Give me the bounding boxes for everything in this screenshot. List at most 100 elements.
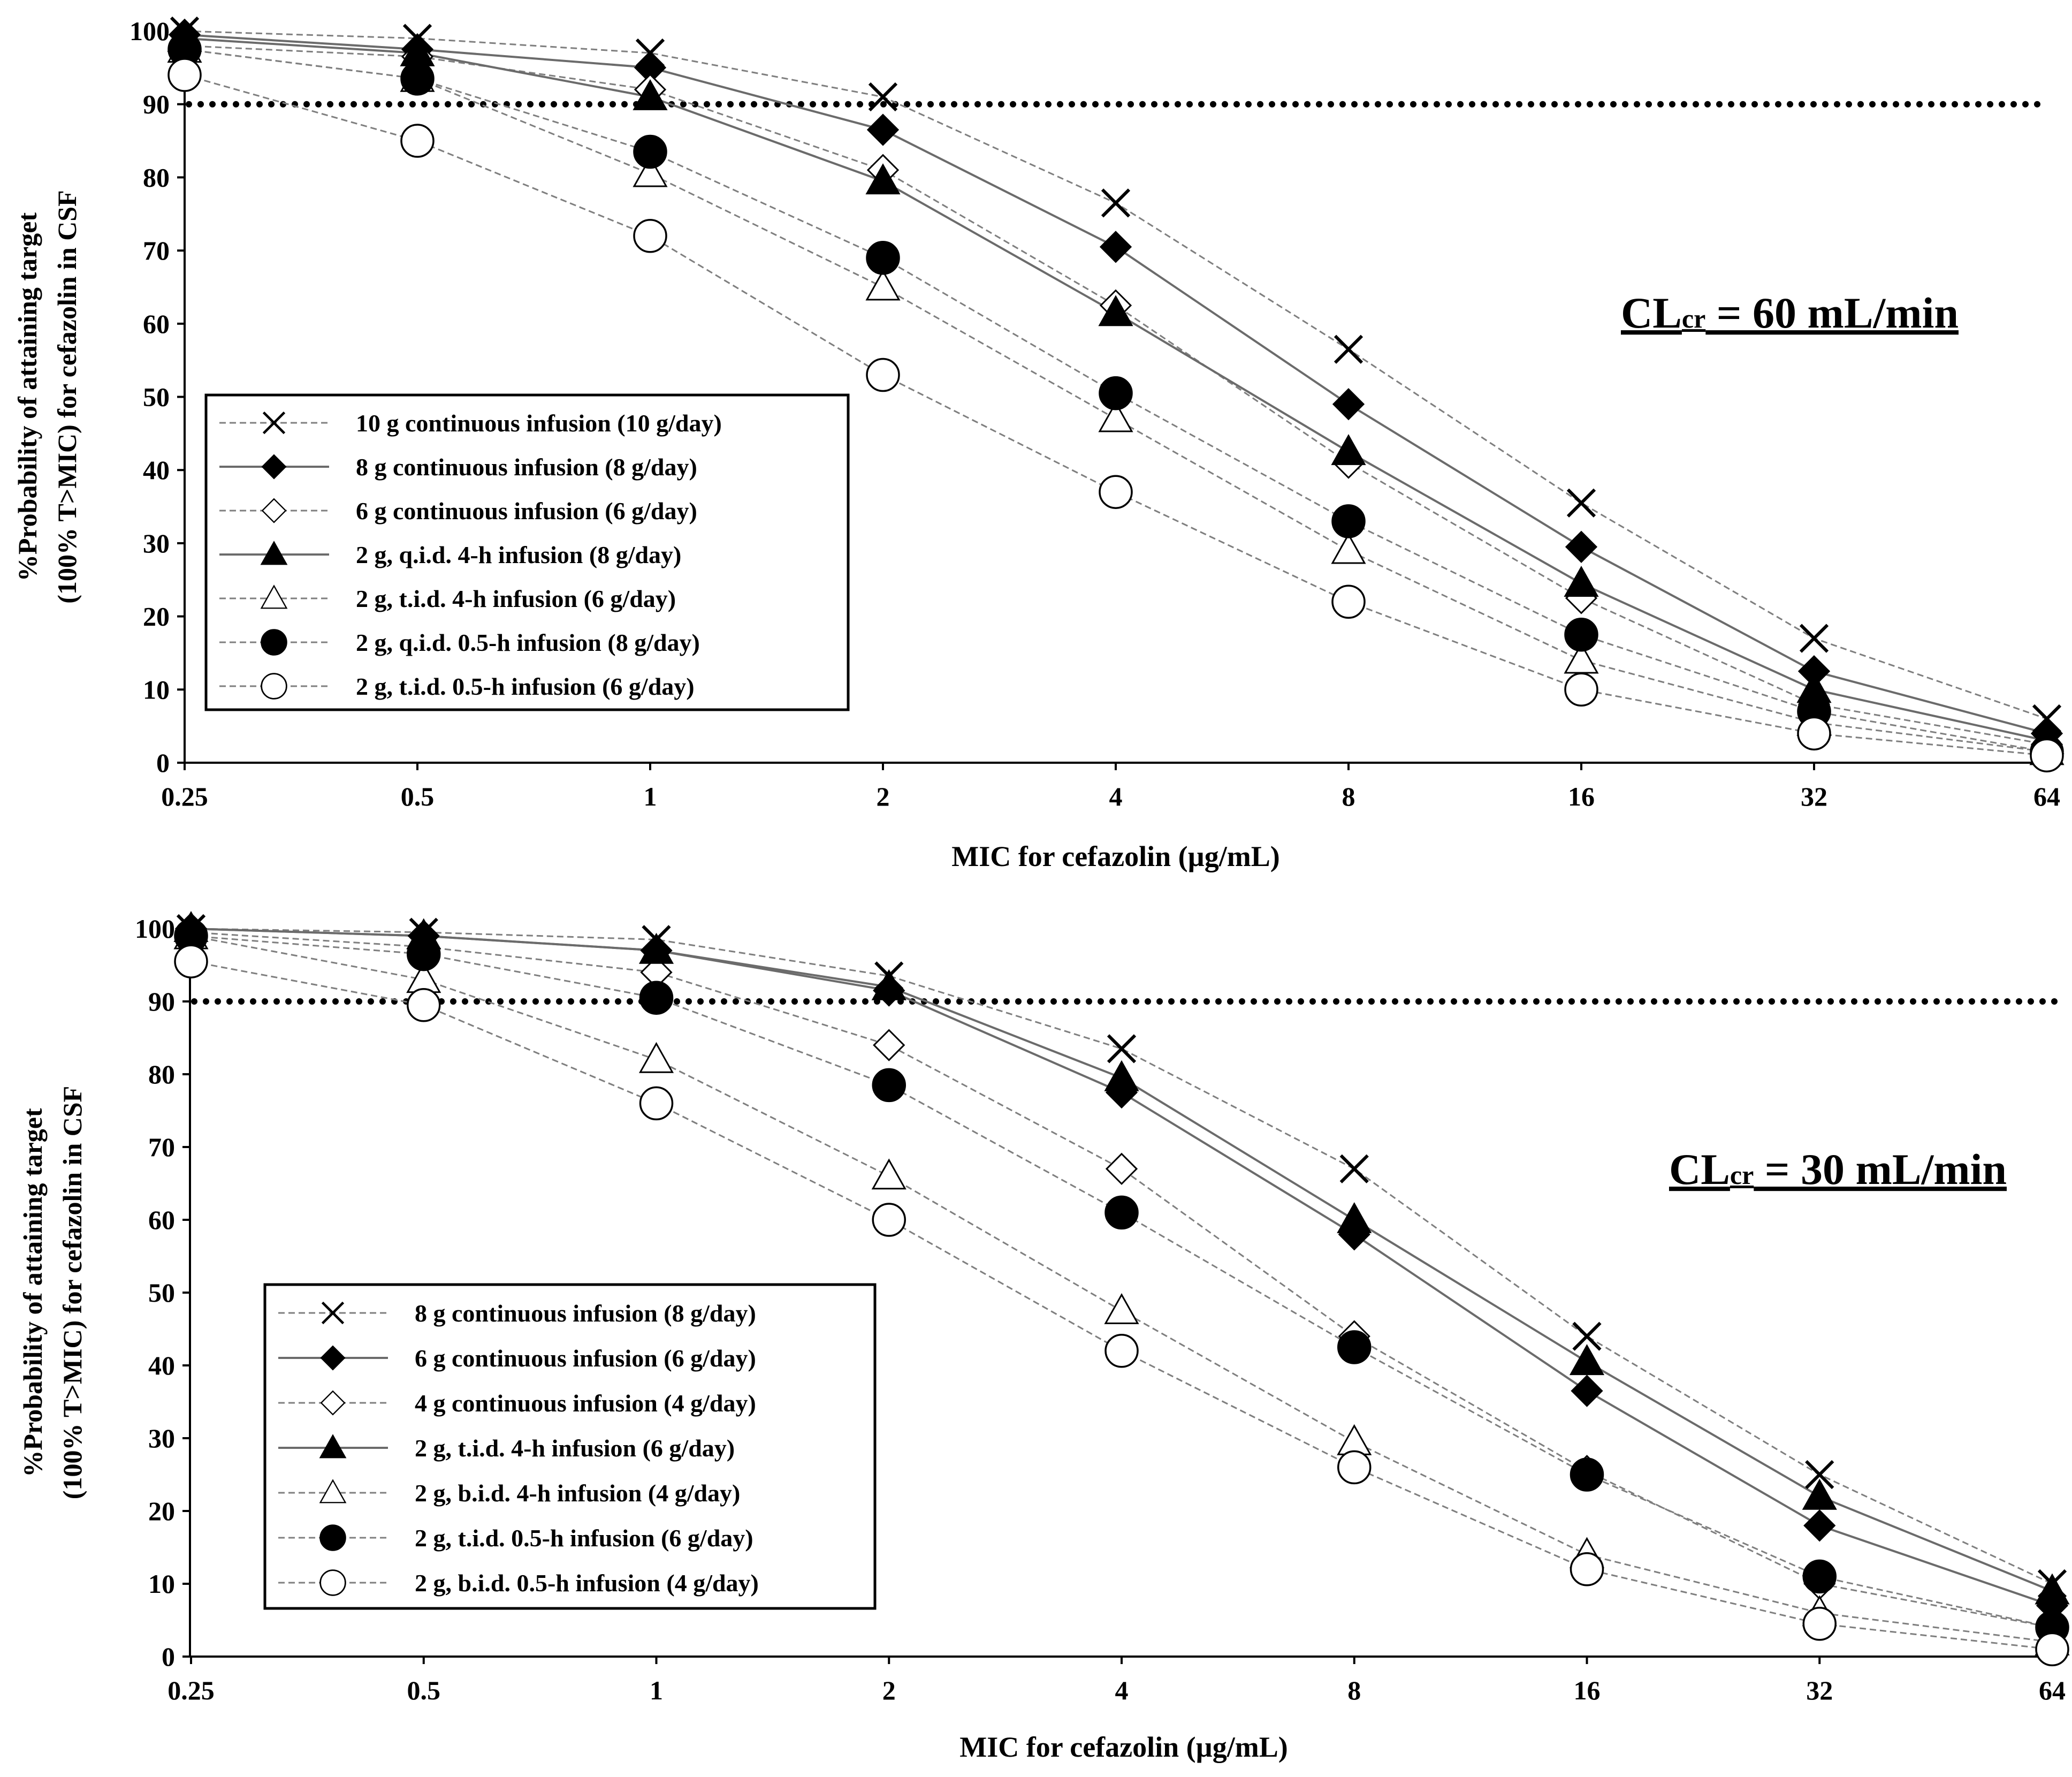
data-point-open-circle	[2030, 738, 2064, 773]
legend-box	[263, 1283, 877, 1610]
data-point-open-circle	[407, 988, 441, 1022]
clcr-suffix: = 60 mL/min	[1705, 288, 1959, 337]
legend-entry-label: 2 g, b.i.d. 0.5-h infusion (4 g/day)	[415, 1569, 759, 1597]
series-line-6	[184, 48, 2047, 753]
legend-marker-filled-diamond	[261, 454, 287, 480]
legend-entry-label: 2 g, t.i.d. 4-h infusion (6 g/day)	[356, 585, 676, 612]
data-point-open-circle	[1797, 716, 1831, 751]
data-point-filled-circle	[1570, 1457, 1604, 1492]
legend-entry-label: 2 g, t.i.d. 4-h infusion (6 g/day)	[415, 1434, 735, 1462]
series-line-3	[191, 931, 2053, 1629]
clcr-annotation: CLcr = 30 mL/min	[1669, 1145, 2007, 1194]
y-tick-label: 80	[143, 162, 170, 192]
x-tick-label: 2	[877, 781, 890, 811]
y-tick-label: 50	[148, 1278, 175, 1308]
data-point-open-circle	[400, 124, 435, 158]
data-point-filled-diamond	[1332, 388, 1365, 421]
series-line-1	[191, 928, 2053, 1585]
y-tick-label: 40	[143, 455, 170, 485]
data-point-x	[1572, 1322, 1602, 1351]
x-tick-label: 8	[1347, 1675, 1361, 1705]
y-tick-label: 10	[148, 1569, 175, 1599]
legend-entry-label: 8 g continuous infusion (8 g/day)	[415, 1300, 756, 1327]
data-point-open-circle	[1099, 475, 1133, 509]
data-point-open-triangle	[638, 1042, 674, 1073]
data-point-open-circle	[1331, 584, 1366, 619]
y-tick-label: 20	[143, 602, 170, 632]
y-tick-label: 90	[143, 89, 170, 119]
panel-bottom-chart: 0 10 20 30 40 50 60 70 80 90 100 0.25 0.5 1 2 4 8 16 32 64 M…	[18, 910, 2070, 1763]
legend-marker-open-diamond	[261, 498, 287, 523]
data-point-filled-diamond	[1803, 1509, 1836, 1542]
data-point-open-triangle	[871, 1158, 907, 1190]
y-axis-title-line-1: %Probability of attaining target	[12, 212, 42, 582]
clcr-suffix: = 30 mL/min	[1754, 1145, 2007, 1194]
legend-marker-x	[321, 1301, 345, 1325]
data-point-open-circle	[2035, 1632, 2069, 1667]
x-tick-label: 4	[1109, 781, 1123, 811]
legend: 8 g continuous infusion (8 g/day) 6 g con…	[263, 1283, 877, 1610]
legend-entry-label: 2 g, q.i.d. 4-h infusion (8 g/day)	[356, 541, 681, 568]
data-point-filled-circle	[407, 937, 441, 971]
data-point-open-circle	[167, 58, 202, 92]
data-point-x	[1799, 624, 1829, 653]
y-tick-label: 30	[148, 1423, 175, 1453]
data-point-open-circle	[633, 219, 667, 253]
data-point-filled-circle	[1104, 1195, 1139, 1230]
data-point-open-triangle	[633, 156, 668, 187]
legend-marker-x	[262, 411, 286, 435]
data-point-filled-circle	[1099, 376, 1133, 411]
series-line-7	[191, 960, 2053, 1650]
data-point-filled-triangle	[1569, 1344, 1605, 1376]
data-point-open-circle	[639, 1086, 674, 1121]
data-point-filled-diamond	[1571, 1374, 1603, 1407]
x-tick-label: 32	[1801, 781, 1827, 811]
y-tick-label: 60	[148, 1205, 175, 1235]
panel-top-chart: 0 10 20 30 40 50 60 70 80 90 100 0.25 0.5 1 2 4 8 16 32 64 M…	[12, 16, 2065, 872]
x-tick-label: 64	[2039, 1675, 2066, 1705]
data-point-filled-triangle	[1331, 434, 1366, 465]
legend-marker-open-circle	[319, 1569, 346, 1596]
legend-entry-label: 6 g continuous infusion (6 g/day)	[415, 1345, 756, 1372]
data-point-filled-circle	[1564, 618, 1598, 652]
data-point-open-diamond	[1105, 1152, 1138, 1185]
data-point-x	[1805, 1460, 1834, 1490]
data-point-open-circle	[174, 944, 208, 978]
data-point-open-circle	[866, 358, 900, 392]
legend-entry-label: 6 g continuous infusion (6 g/day)	[356, 497, 697, 525]
data-point-filled-circle	[633, 134, 667, 169]
x-tick-label: 4	[1115, 1675, 1129, 1705]
y-tick-label: 40	[148, 1350, 175, 1380]
clcr-prefix: CL	[1621, 288, 1682, 337]
clcr-subscript: cr	[1730, 1160, 1754, 1190]
legend-marker-open-triangle	[319, 1479, 347, 1503]
data-point-x	[1339, 1154, 1369, 1183]
legend-entry-label: 2 g, t.i.d. 0.5-h infusion (6 g/day)	[356, 673, 695, 700]
legend: 10 g continuous infusion (10 g/day) 8 g c…	[204, 393, 850, 711]
legend-marker-filled-circle	[261, 629, 287, 656]
y-tick-label: 50	[143, 382, 170, 412]
data-point-filled-triangle	[871, 969, 907, 1000]
data-point-filled-triangle	[638, 932, 674, 964]
legend-marker-open-diamond	[320, 1390, 346, 1416]
y-tick-label: 0	[156, 748, 170, 778]
data-point-filled-triangle	[633, 79, 668, 110]
y-tick-label: 100	[135, 914, 175, 944]
y-tick-label: 70	[143, 236, 170, 265]
data-point-x	[1334, 335, 1363, 364]
data-point-filled-circle	[872, 1068, 906, 1103]
x-axis-title: MIC for cefazolin (µg/mL)	[959, 1731, 1288, 1763]
x-tick-label: 2	[882, 1675, 896, 1705]
data-point-filled-triangle	[1104, 1060, 1139, 1091]
data-point-open-circle	[1802, 1607, 1837, 1641]
y-axis-title-line-2: (100% T>MIC) for cefazolin in CSF	[52, 190, 82, 603]
data-point-open-diamond	[873, 1029, 905, 1061]
data-point-filled-triangle	[865, 163, 901, 195]
legend-entry-label: 2 g, q.i.d. 0.5-h infusion (8 g/day)	[356, 629, 700, 656]
data-point-filled-circle	[1337, 1330, 1372, 1364]
legend-box	[204, 393, 850, 711]
data-point-filled-circle	[866, 241, 900, 275]
data-point-open-triangle	[1098, 401, 1133, 432]
x-axis-title: MIC for cefazolin (µg/mL)	[951, 840, 1279, 872]
